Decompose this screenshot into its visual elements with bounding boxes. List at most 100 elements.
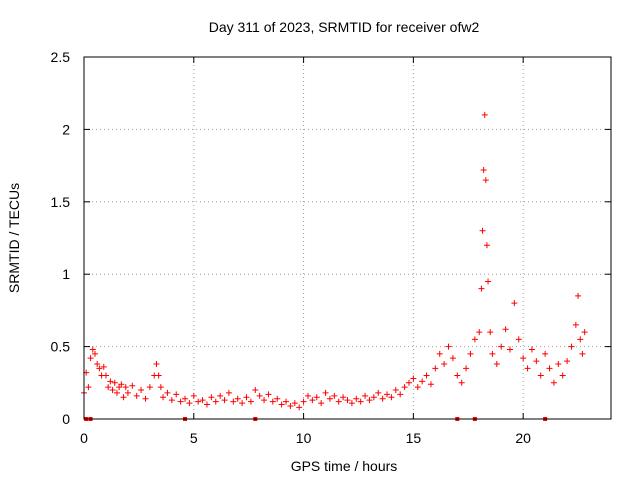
data-point <box>581 329 588 336</box>
data-point <box>247 398 254 405</box>
data-point <box>458 379 465 386</box>
y-tick-label: 0.5 <box>51 339 71 355</box>
data-point <box>550 379 557 386</box>
data-point <box>348 400 355 407</box>
data-point <box>467 350 474 357</box>
data-point <box>414 384 421 391</box>
data-point <box>195 398 202 405</box>
data-point <box>331 392 338 399</box>
chart-title: Day 311 of 2023, SRMTID for receiver ofw… <box>209 19 480 35</box>
data-point <box>107 378 114 385</box>
data-point <box>234 395 241 402</box>
data-point <box>542 350 549 357</box>
plot-frame <box>83 56 612 420</box>
y-axis-label: SRMTID / TECUs <box>6 183 22 293</box>
y-tick-label: 0 <box>62 411 70 427</box>
data-point <box>515 336 522 343</box>
data-point <box>287 402 294 409</box>
data-point <box>362 392 369 399</box>
data-point <box>498 343 505 350</box>
data-point <box>483 242 490 249</box>
data-point <box>203 401 210 408</box>
data-point <box>546 365 553 372</box>
data-point <box>278 401 285 408</box>
data-point <box>85 384 92 391</box>
data-point <box>528 346 535 353</box>
data-point <box>489 350 496 357</box>
data-point <box>96 365 103 372</box>
data-point <box>397 391 404 398</box>
y-tick-label: 1 <box>62 266 70 282</box>
data-point <box>375 389 382 396</box>
data-point <box>124 389 131 396</box>
data-point <box>300 398 307 405</box>
data-point <box>370 394 377 401</box>
data-point <box>559 372 566 379</box>
data-point <box>577 336 584 343</box>
x-tick-label: 5 <box>190 430 198 446</box>
data-point <box>401 384 408 391</box>
data-point <box>487 329 494 336</box>
data-point <box>146 384 153 391</box>
data-point <box>493 360 500 367</box>
data-point <box>463 365 470 372</box>
data-point <box>481 111 488 118</box>
data-point <box>217 392 224 399</box>
data-point <box>478 285 485 292</box>
data-point <box>502 326 509 333</box>
data-point <box>511 300 518 307</box>
data-point <box>480 166 487 173</box>
data-point <box>283 398 290 405</box>
data-point <box>432 365 439 372</box>
data-point <box>344 397 351 404</box>
data-point <box>482 177 489 184</box>
data-point <box>113 389 120 396</box>
data-point <box>168 397 175 404</box>
data-point <box>485 278 492 285</box>
data-point <box>454 372 461 379</box>
data-point <box>94 360 101 367</box>
data-point <box>208 394 215 401</box>
data-point <box>405 379 412 386</box>
x-tick-label: 0 <box>80 430 88 446</box>
grid <box>84 57 611 419</box>
data-point <box>564 358 571 365</box>
data-point <box>111 379 118 386</box>
data-point <box>173 391 180 398</box>
x-tick-label: 20 <box>515 430 531 446</box>
data-point <box>410 375 417 382</box>
data-point <box>177 398 184 405</box>
data-point <box>252 387 259 394</box>
data-point <box>153 360 160 367</box>
data-point <box>318 400 325 407</box>
data-point <box>89 346 96 353</box>
x-tick-label: 10 <box>296 430 312 446</box>
data-point <box>186 400 193 407</box>
data-point <box>449 355 456 362</box>
data-point <box>87 355 94 362</box>
data-point <box>441 360 448 367</box>
data-point <box>568 343 575 350</box>
data-point <box>533 358 540 365</box>
data-point <box>265 391 272 398</box>
data-point <box>575 292 582 299</box>
data-point <box>138 387 145 394</box>
data-point <box>118 381 125 388</box>
y-tick-label: 2 <box>62 121 70 137</box>
data-point <box>239 400 246 407</box>
data-point <box>142 395 149 402</box>
data-point <box>269 398 276 405</box>
data-point <box>109 387 116 394</box>
data-point <box>520 355 527 362</box>
data-point <box>100 363 107 370</box>
data-point <box>133 392 140 399</box>
y-tick-label: 1.5 <box>51 194 71 210</box>
data-point <box>274 395 281 402</box>
data-point <box>304 392 311 399</box>
data-point <box>230 398 237 405</box>
data-point <box>366 397 373 404</box>
plot-border <box>83 56 612 420</box>
data-point <box>221 397 228 404</box>
data-point <box>120 394 127 401</box>
